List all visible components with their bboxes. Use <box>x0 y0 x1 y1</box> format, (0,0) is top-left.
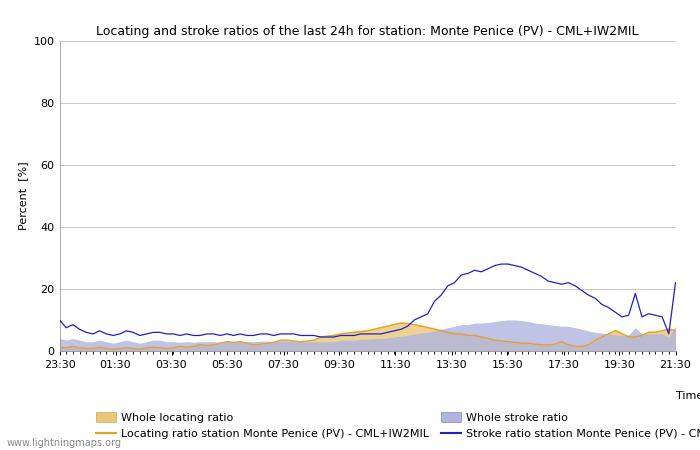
Legend: Whole locating ratio, Locating ratio station Monte Penice (PV) - CML+IW2MIL, Who: Whole locating ratio, Locating ratio sta… <box>96 413 700 439</box>
Y-axis label: Percent  [%]: Percent [%] <box>18 162 28 230</box>
Title: Locating and stroke ratios of the last 24h for station: Monte Penice (PV) - CML+: Locating and stroke ratios of the last 2… <box>97 25 638 38</box>
Text: www.lightningmaps.org: www.lightningmaps.org <box>7 438 122 448</box>
Text: Time: Time <box>676 392 700 401</box>
